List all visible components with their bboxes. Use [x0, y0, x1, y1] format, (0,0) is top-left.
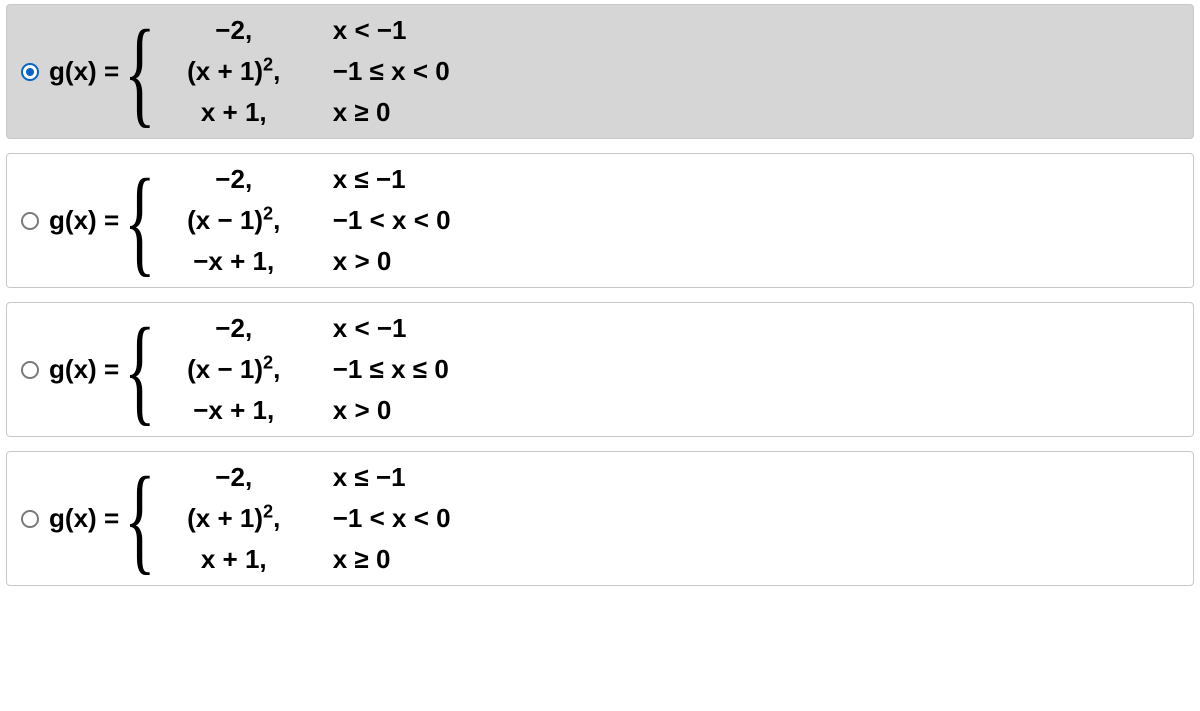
case-expression: −2, [159, 164, 309, 195]
case-condition: x ≤ −1 [333, 164, 503, 195]
function-label: g(x) = [49, 56, 119, 87]
cases-grid: −2, x < −1 (x − 1)2, −1 ≤ x ≤ 0 −x + 1, x > 0 [159, 313, 503, 426]
multiple-choice-list: g(x) ={−2,x < −1(x + 1)2,−1 ≤ x < 0x + 1… [0, 4, 1200, 586]
radio-icon[interactable] [21, 361, 39, 379]
case-expression: (x + 1)2, [159, 56, 309, 87]
function-label: g(x) = [49, 354, 119, 385]
case-expression: −x + 1, [159, 246, 309, 277]
case-expression: −2, [159, 15, 309, 46]
case-condition: x ≤ −1 [333, 462, 503, 493]
cases-grid: −2, x ≤ −1 (x − 1)2, −1 < x < 0 −x + 1, x > 0 [159, 164, 503, 277]
case-condition: −1 < x < 0 [333, 503, 503, 534]
case-expression: (x + 1)2, [159, 503, 309, 534]
case-expression: x + 1, [159, 544, 309, 575]
left-brace-icon: { [124, 173, 156, 269]
cases-grid: −2, x < −1 (x + 1)2, −1 ≤ x < 0 x + 1, x ≥ 0 [159, 15, 503, 128]
case-condition: x ≥ 0 [333, 544, 503, 575]
case-condition: −1 ≤ x ≤ 0 [333, 354, 503, 385]
case-condition: −1 < x < 0 [333, 205, 503, 236]
case-condition: x < −1 [333, 15, 503, 46]
case-expression: −2, [159, 313, 309, 344]
answer-option-1[interactable]: g(x) ={−2, x < −1 (x + 1)2, −1 ≤ x < 0 x + 1… [6, 4, 1194, 139]
left-brace-icon: { [124, 471, 156, 567]
piecewise-function: g(x) ={−2, x < −1 (x + 1)2, −1 ≤ x < 0 x + 1… [49, 15, 503, 128]
answer-option-3[interactable]: g(x) ={−2, x < −1 (x − 1)2, −1 ≤ x ≤ 0 −x + … [6, 302, 1194, 437]
radio-icon[interactable] [21, 63, 39, 81]
case-condition: x > 0 [333, 395, 503, 426]
piecewise-function: g(x) ={−2, x ≤ −1 (x + 1)2, −1 < x < 0 x + 1… [49, 462, 503, 575]
case-condition: x ≥ 0 [333, 97, 503, 128]
piecewise-function: g(x) ={−2, x ≤ −1 (x − 1)2, −1 < x < 0 −x + … [49, 164, 503, 277]
piecewise-function: g(x) ={−2, x < −1 (x − 1)2, −1 ≤ x ≤ 0 −x + … [49, 313, 503, 426]
function-label: g(x) = [49, 205, 119, 236]
case-expression: (x − 1)2, [159, 354, 309, 385]
case-expression: −2, [159, 462, 309, 493]
answer-option-4[interactable]: g(x) ={−2, x ≤ −1 (x + 1)2, −1 < x < 0 x + 1… [6, 451, 1194, 586]
left-brace-icon: { [124, 24, 156, 120]
answer-option-2[interactable]: g(x) ={−2, x ≤ −1 (x − 1)2, −1 < x < 0 −x + … [6, 153, 1194, 288]
radio-icon[interactable] [21, 212, 39, 230]
cases-grid: −2, x ≤ −1 (x + 1)2, −1 < x < 0 x + 1, x ≥ 0 [159, 462, 503, 575]
radio-icon[interactable] [21, 510, 39, 528]
case-expression: −x + 1, [159, 395, 309, 426]
case-condition: x < −1 [333, 313, 503, 344]
left-brace-icon: { [124, 322, 156, 418]
case-expression: (x − 1)2, [159, 205, 309, 236]
case-condition: −1 ≤ x < 0 [333, 56, 503, 87]
case-condition: x > 0 [333, 246, 503, 277]
case-expression: x + 1, [159, 97, 309, 128]
function-label: g(x) = [49, 503, 119, 534]
